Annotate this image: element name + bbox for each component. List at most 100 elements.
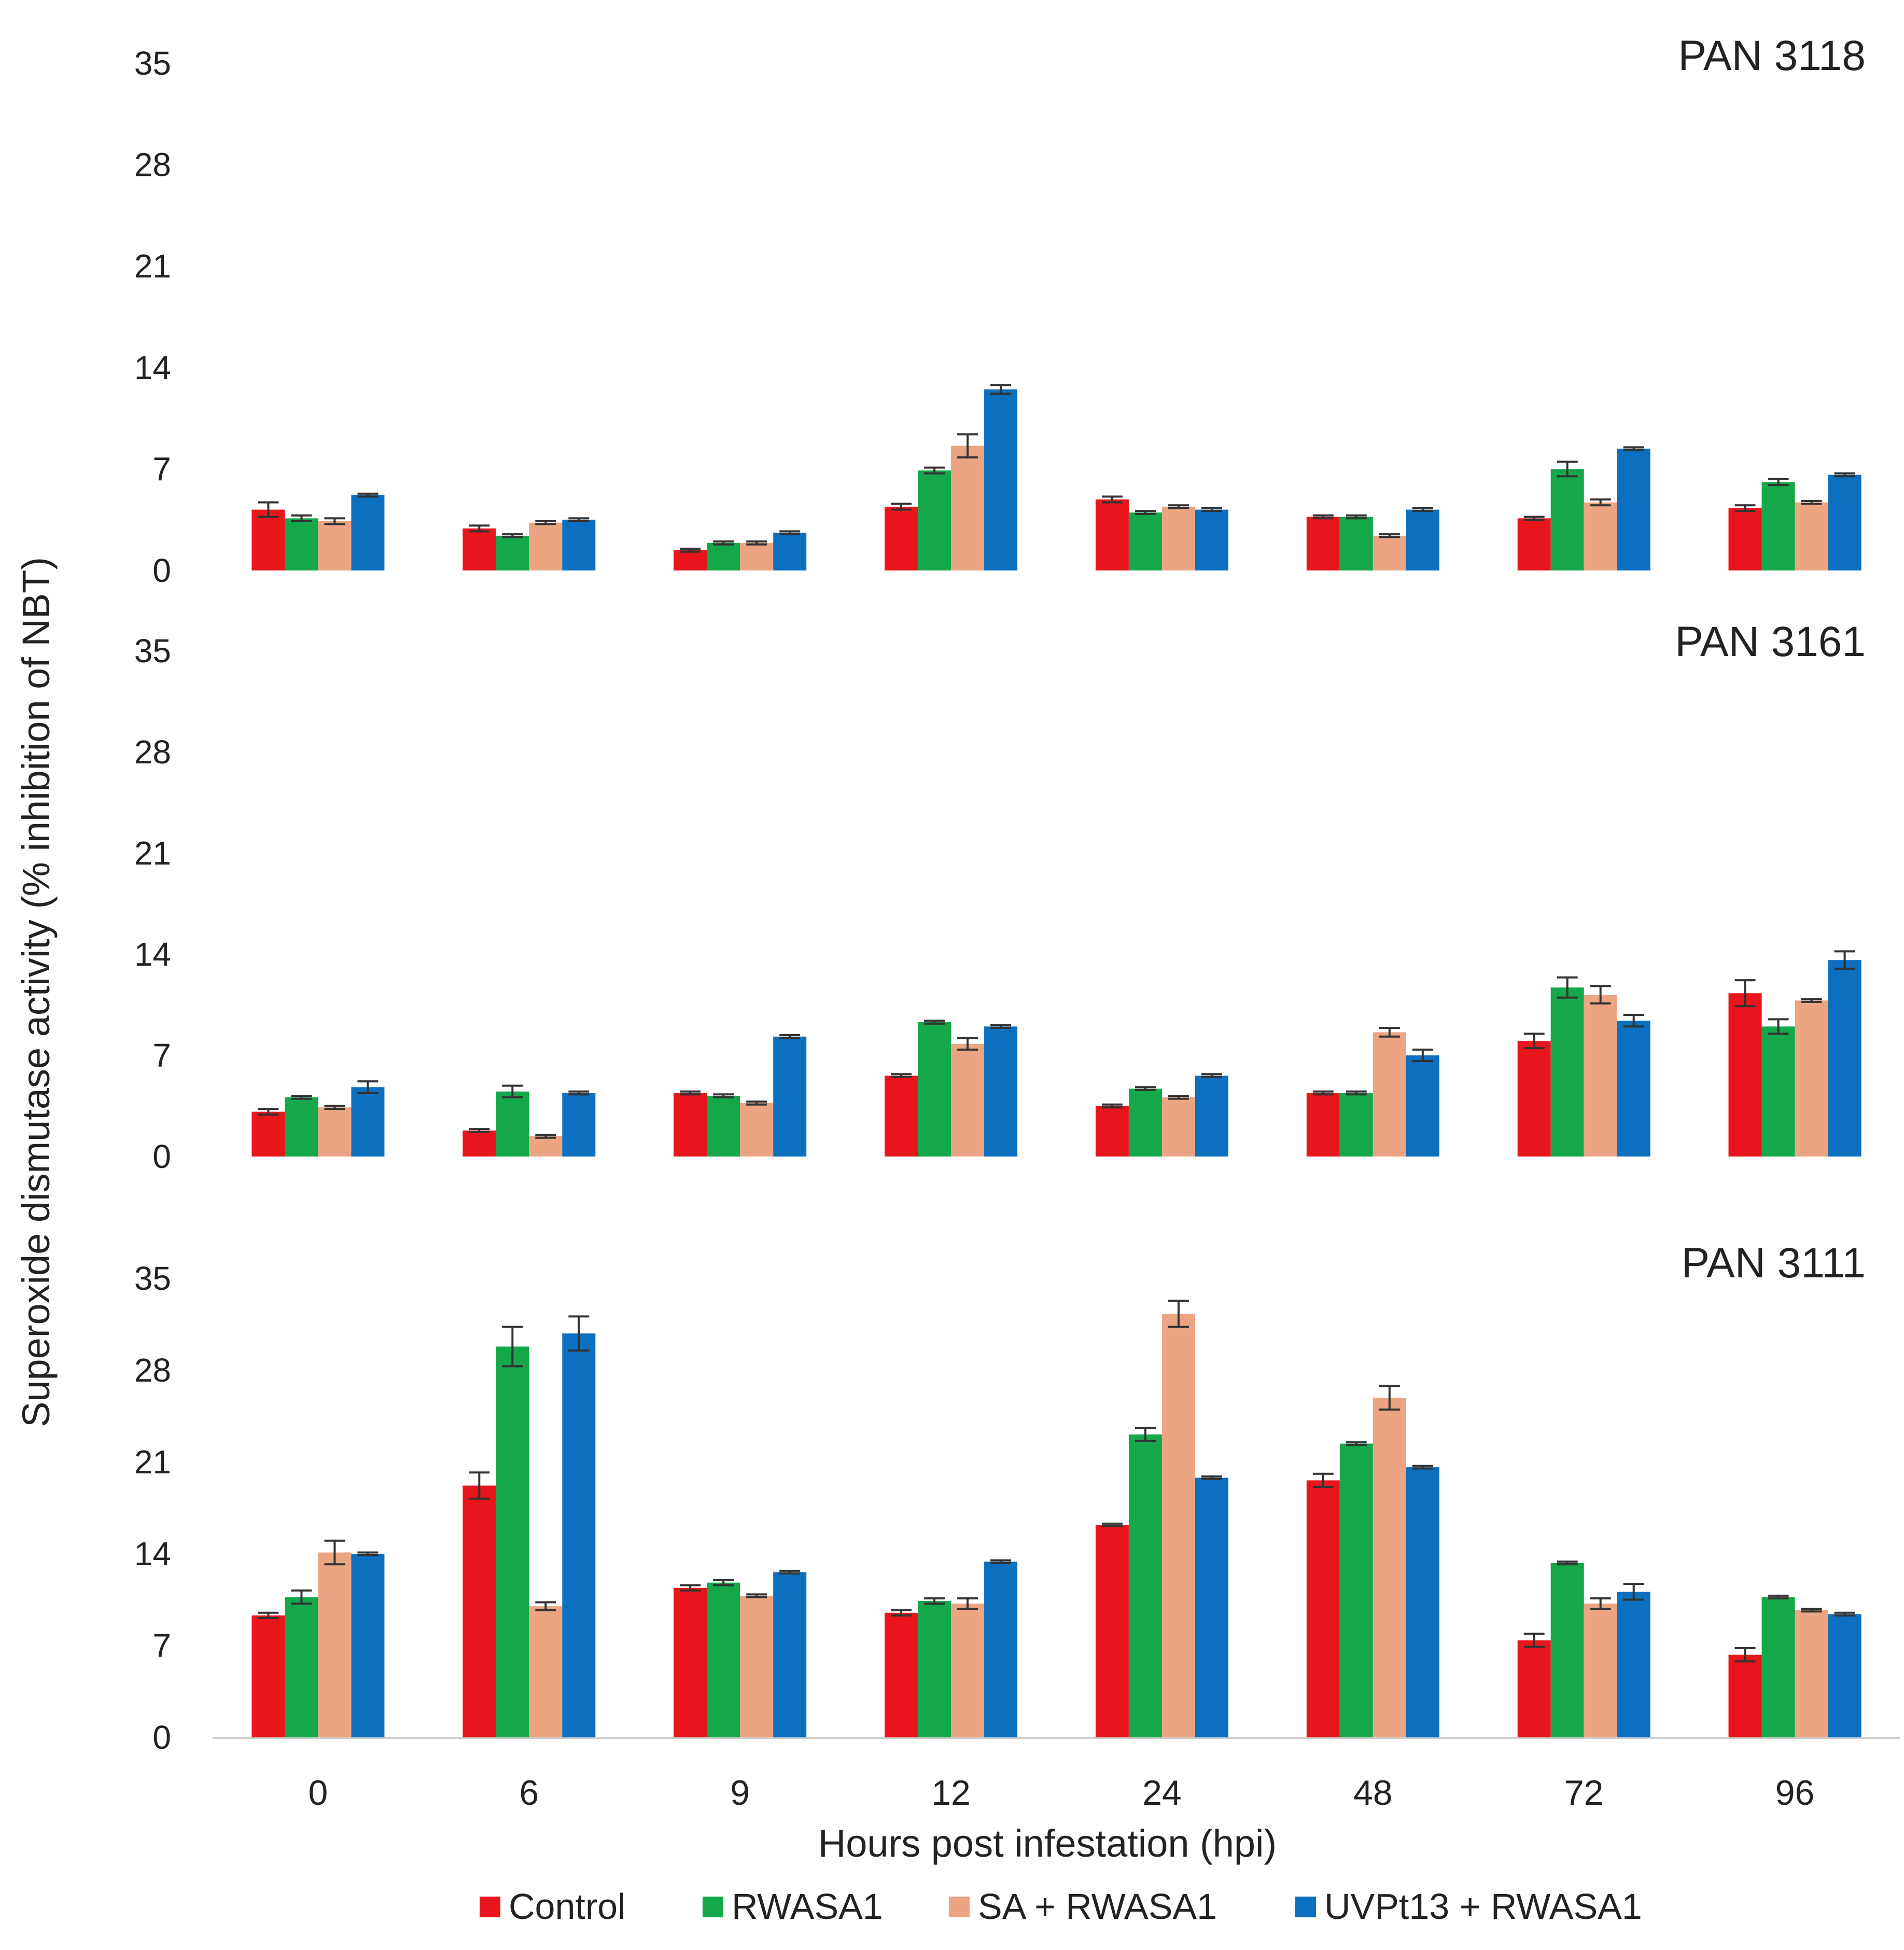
bar xyxy=(1517,518,1551,570)
error-bar xyxy=(1379,1385,1400,1411)
panels-layer: 0 7 14 21 28 35 PAN 3118 0 7 14 21 28 35 PAN 3161 0 7 14… xyxy=(134,32,1900,1813)
error-bar xyxy=(1801,499,1822,505)
x-tick-label: 6 xyxy=(519,1773,539,1813)
bar xyxy=(496,1346,529,1737)
bar xyxy=(1550,1563,1584,1737)
error-bar xyxy=(1590,498,1611,507)
y-tick-label: 14 xyxy=(134,1535,171,1572)
bar xyxy=(1828,960,1861,1157)
bar xyxy=(463,528,496,570)
bar xyxy=(773,1036,807,1157)
bar xyxy=(1761,1026,1795,1157)
y-tick-label: 21 xyxy=(134,247,171,285)
legend-item: UVPt13 + RWASA1 xyxy=(1295,1886,1642,1927)
legend: Control RWASA1 SA + RWASA1 UVPt13 + RWASA1 xyxy=(480,1886,1642,1927)
x-tick-labels: 0 6 9 12 24 48 72 96 xyxy=(309,1773,1815,1813)
bar xyxy=(1828,1614,1861,1737)
error-bar xyxy=(957,1597,978,1610)
y-tick-label: 7 xyxy=(152,1037,171,1074)
bar xyxy=(951,1043,985,1157)
error-bar xyxy=(1168,504,1189,509)
bar xyxy=(1795,1000,1828,1157)
error-bar xyxy=(891,503,912,511)
error-bar xyxy=(1623,446,1644,452)
x-tick-label: 96 xyxy=(1775,1773,1815,1813)
bar xyxy=(1406,1467,1439,1737)
error-bar xyxy=(1734,504,1756,512)
bar xyxy=(1584,995,1617,1157)
bar xyxy=(1373,535,1406,570)
error-bar xyxy=(746,1593,767,1598)
error-bar xyxy=(680,1090,701,1096)
bar xyxy=(918,1022,951,1157)
error-bar xyxy=(1523,516,1545,521)
error-bar xyxy=(957,1037,978,1051)
y-tick-label: 0 xyxy=(152,1138,171,1175)
error-bar xyxy=(990,1024,1012,1029)
bar xyxy=(351,495,385,570)
bar xyxy=(351,1087,385,1157)
x-tick-label: 0 xyxy=(309,1773,328,1813)
error-bar xyxy=(713,540,734,546)
legend-label: RWASA1 xyxy=(732,1886,883,1927)
bar xyxy=(1128,1434,1162,1737)
error-bar xyxy=(746,540,767,546)
error-bar xyxy=(1101,1103,1123,1109)
y-tick-label: 21 xyxy=(134,834,171,872)
error-bar xyxy=(1312,1472,1334,1488)
x-tick-label: 12 xyxy=(931,1773,971,1813)
bar xyxy=(1584,1604,1617,1737)
bar xyxy=(1517,1640,1551,1737)
bar xyxy=(1795,1610,1828,1737)
legend-item: SA + RWASA1 xyxy=(949,1886,1217,1927)
error-bar xyxy=(680,548,701,553)
y-tick-label: 28 xyxy=(134,146,171,184)
error-bar xyxy=(469,1128,490,1133)
legend-swatch xyxy=(480,1897,500,1917)
bar xyxy=(740,1595,774,1737)
bar xyxy=(674,550,707,570)
error-bar xyxy=(324,1539,345,1566)
error-bar xyxy=(924,1597,945,1605)
error-bar xyxy=(1346,514,1367,520)
error-bar xyxy=(324,1105,345,1110)
error-bar xyxy=(357,1080,379,1094)
error-bar xyxy=(324,517,345,525)
error-bar xyxy=(1346,1090,1367,1096)
bar xyxy=(1406,1055,1439,1157)
error-bar xyxy=(1734,979,1756,1008)
bar xyxy=(1761,482,1795,570)
bar xyxy=(707,1096,740,1157)
legend-label: Control xyxy=(509,1886,626,1927)
error-bar xyxy=(1623,1583,1644,1601)
error-bar xyxy=(990,384,1012,395)
bar xyxy=(1728,993,1762,1157)
error-bar xyxy=(779,1034,801,1039)
bar xyxy=(1339,1093,1373,1157)
legend-swatch xyxy=(949,1897,970,1917)
bar xyxy=(1128,512,1162,570)
bar xyxy=(1517,1041,1551,1157)
bar xyxy=(1195,1076,1228,1157)
error-bar xyxy=(1590,1597,1611,1610)
panel-2: 0 7 14 21 28 35 PAN 3161 xyxy=(134,618,1866,1175)
error-bar xyxy=(1168,1095,1189,1100)
bar xyxy=(496,535,529,570)
panel-3: 0 7 14 21 28 35 PAN 3111 xyxy=(134,1239,1900,1756)
bar xyxy=(707,1582,740,1737)
bar xyxy=(740,1103,774,1157)
error-bar xyxy=(469,524,490,533)
error-bar xyxy=(779,530,801,536)
x-tick-label: 9 xyxy=(730,1773,750,1813)
y-tick-label: 28 xyxy=(134,733,171,771)
legend-swatch xyxy=(1295,1897,1316,1917)
bar xyxy=(1306,517,1340,570)
y-tick-label: 35 xyxy=(134,632,171,670)
y-tick-label: 0 xyxy=(152,552,171,589)
error-bar xyxy=(469,1471,490,1500)
bar xyxy=(285,1097,318,1157)
error-bar xyxy=(291,1589,312,1605)
error-bar xyxy=(535,520,556,525)
